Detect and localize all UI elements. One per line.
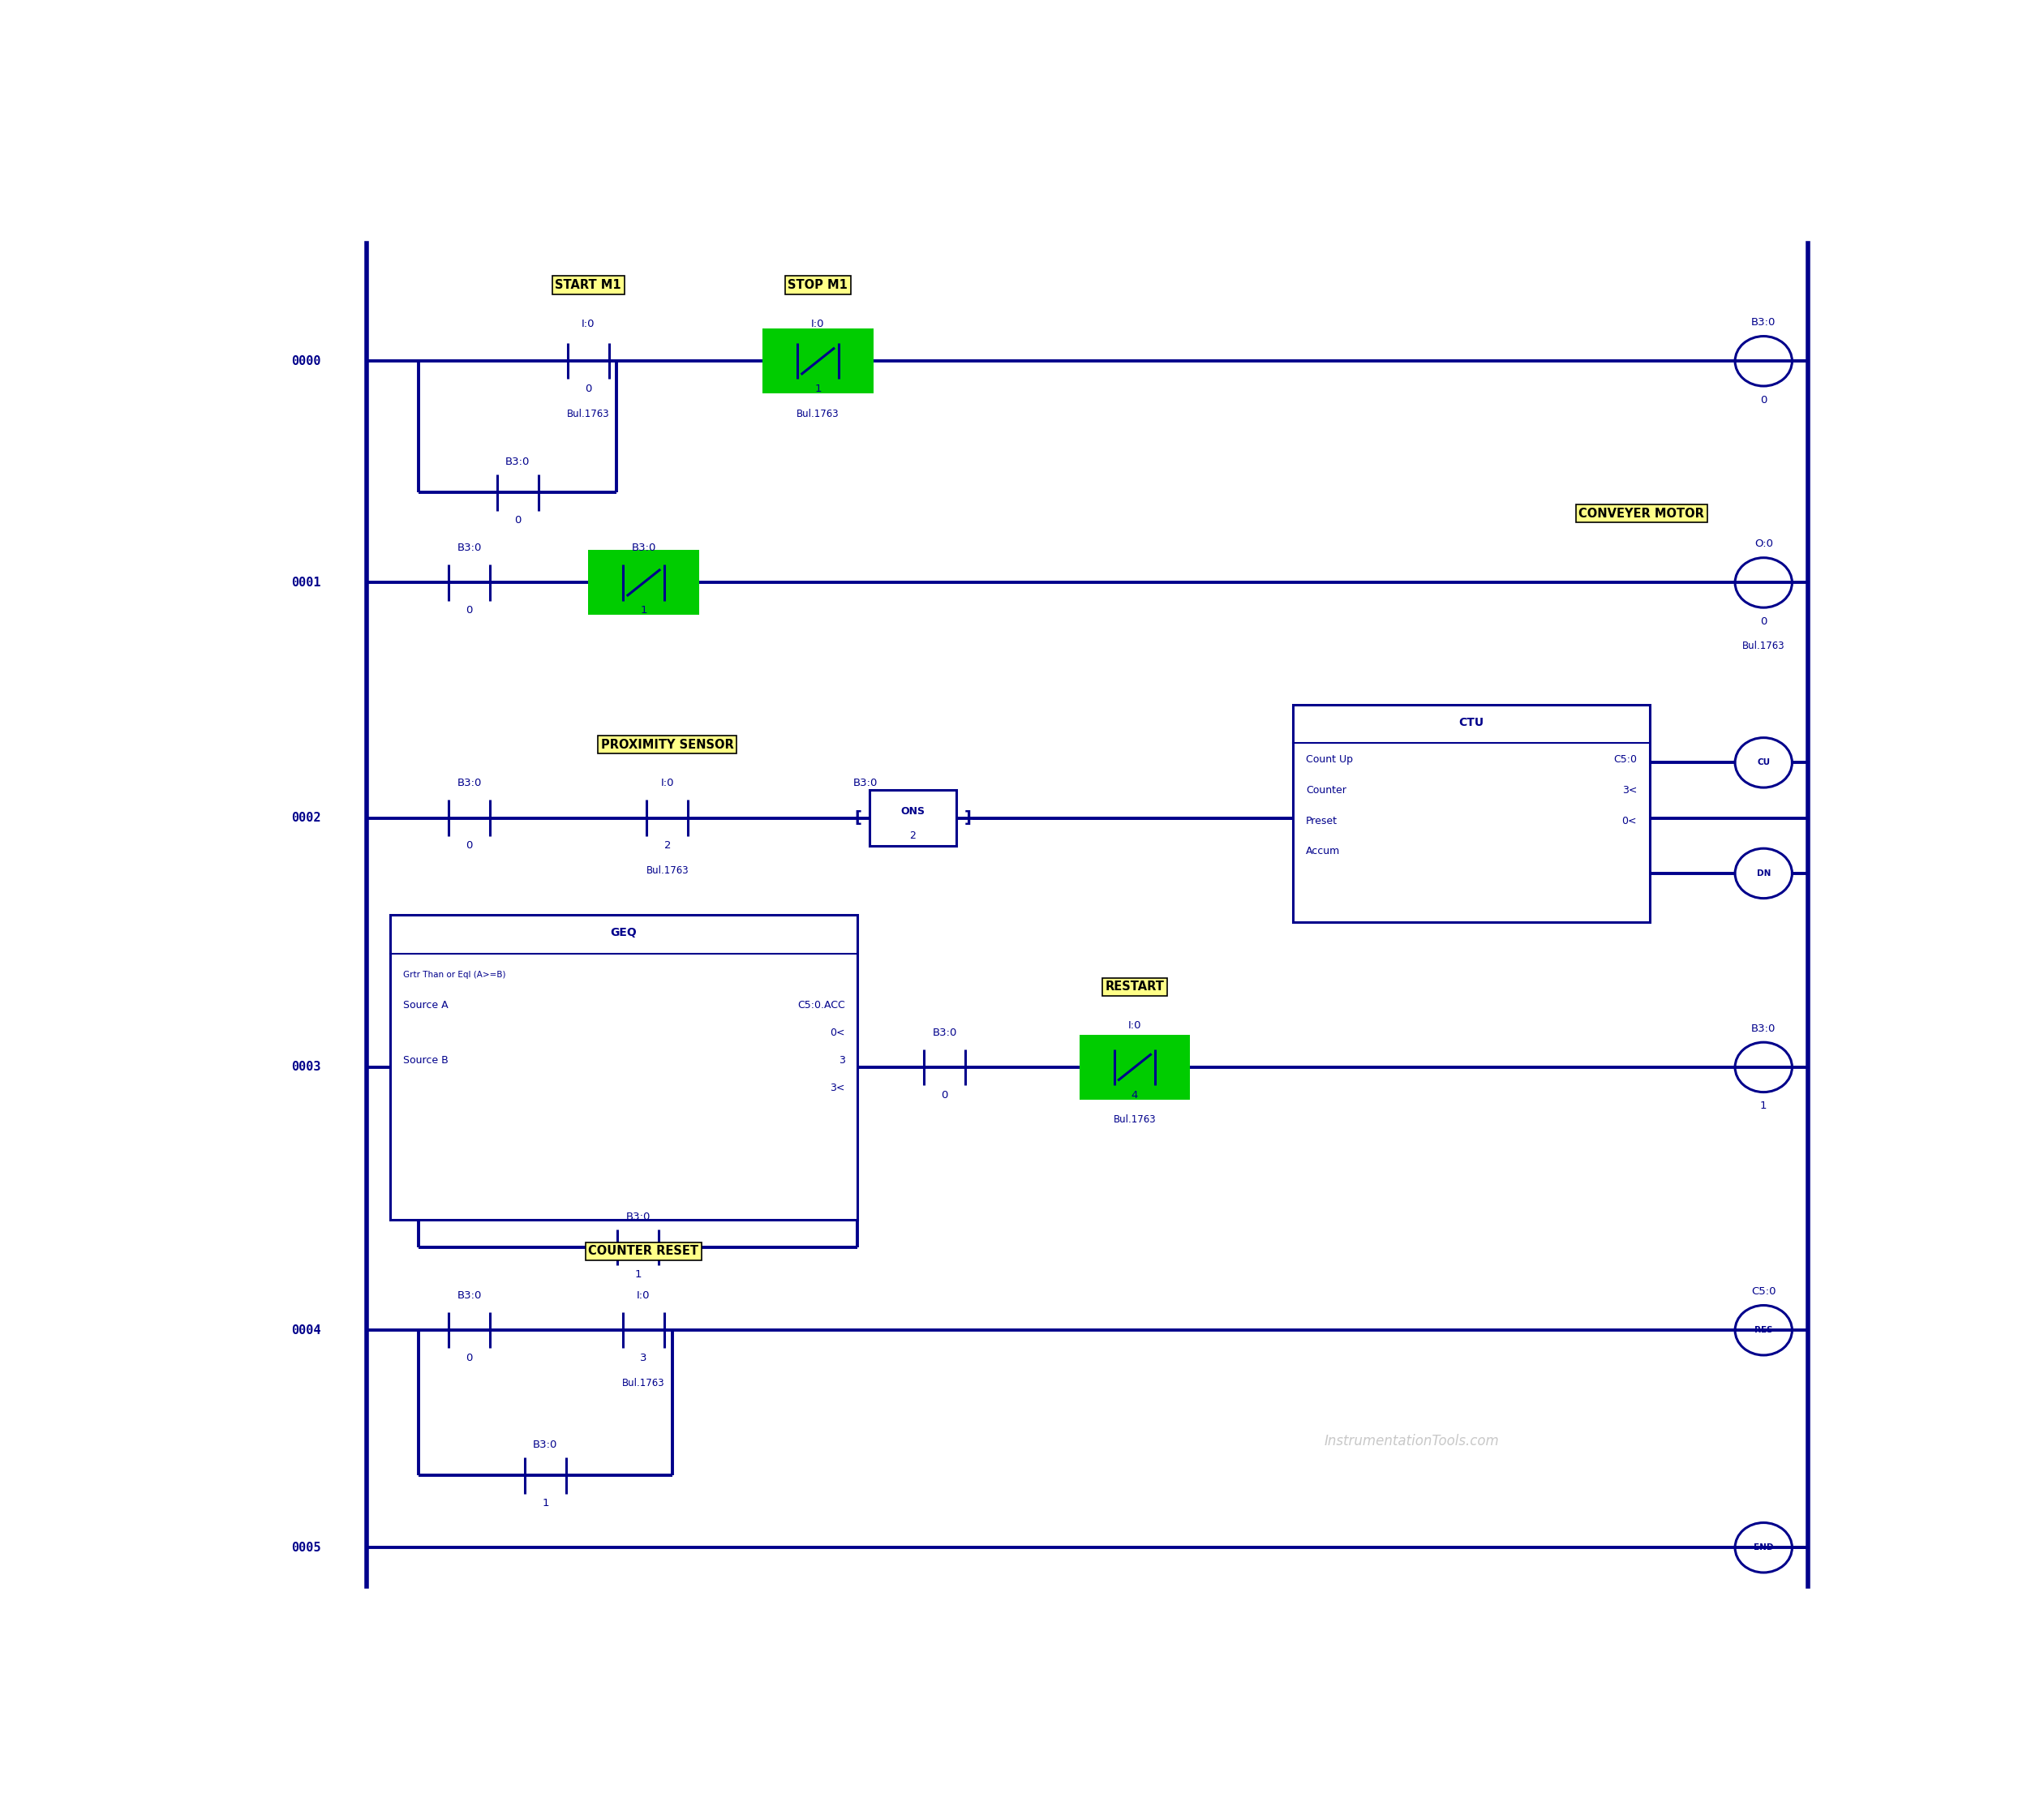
Text: B3:0: B3:0 xyxy=(1752,316,1776,327)
Bar xyxy=(1079,1036,1190,1100)
Text: 0: 0 xyxy=(585,383,591,394)
Text: 0004: 0004 xyxy=(292,1323,321,1336)
Text: C5:0.ACC: C5:0.ACC xyxy=(797,1000,844,1010)
Text: 0: 0 xyxy=(466,840,472,850)
Text: RES: RES xyxy=(1754,1327,1772,1334)
Text: 0: 0 xyxy=(466,1352,472,1363)
Text: B3:0: B3:0 xyxy=(458,543,482,554)
Text: I:0: I:0 xyxy=(660,779,675,789)
Text: DN: DN xyxy=(1756,868,1770,877)
Text: B3:0: B3:0 xyxy=(458,779,482,789)
Text: 0<: 0< xyxy=(1621,816,1637,825)
Text: C5:0: C5:0 xyxy=(1613,755,1637,766)
Text: 0<: 0< xyxy=(830,1027,844,1037)
Text: B3:0: B3:0 xyxy=(632,543,656,554)
Text: 0: 0 xyxy=(940,1090,948,1100)
Text: 1: 1 xyxy=(542,1498,550,1509)
Text: Count Up: Count Up xyxy=(1306,755,1353,766)
Text: GEQ: GEQ xyxy=(611,928,638,939)
Text: ]: ] xyxy=(965,811,971,825)
Text: I:0: I:0 xyxy=(638,1291,650,1302)
Bar xyxy=(869,791,957,845)
Text: PROXIMITY SENSOR: PROXIMITY SENSOR xyxy=(601,739,734,752)
Text: CU: CU xyxy=(1758,759,1770,766)
Text: 4: 4 xyxy=(1130,1090,1139,1100)
Text: 0: 0 xyxy=(515,514,521,525)
Text: Preset: Preset xyxy=(1306,816,1337,825)
Text: 0001: 0001 xyxy=(292,577,321,588)
Text: 3<: 3< xyxy=(1623,786,1637,795)
Text: 0000: 0000 xyxy=(292,354,321,367)
Text: 0: 0 xyxy=(1760,617,1766,628)
Bar xyxy=(589,550,699,615)
Text: [: [ xyxy=(854,811,861,825)
Text: I:0: I:0 xyxy=(811,318,824,329)
Text: C5:0: C5:0 xyxy=(1752,1286,1776,1296)
Bar xyxy=(1294,705,1650,922)
Text: CONVEYER MOTOR: CONVEYER MOTOR xyxy=(1578,507,1705,520)
Text: B3:0: B3:0 xyxy=(505,457,529,467)
Text: B3:0: B3:0 xyxy=(1752,1023,1776,1034)
Text: 1: 1 xyxy=(814,383,822,394)
Text: Bul.1763: Bul.1763 xyxy=(646,865,689,876)
Text: B3:0: B3:0 xyxy=(852,779,877,789)
Text: 1: 1 xyxy=(640,606,648,615)
Text: END: END xyxy=(1754,1543,1774,1552)
Text: 0: 0 xyxy=(466,606,472,615)
Text: Grtr Than or Eql (A>=B): Grtr Than or Eql (A>=B) xyxy=(403,971,505,978)
Text: 3<: 3< xyxy=(830,1082,844,1093)
Text: 0003: 0003 xyxy=(292,1061,321,1073)
Text: Source B: Source B xyxy=(403,1055,448,1066)
Text: Counter: Counter xyxy=(1306,786,1347,795)
Text: COUNTER RESET: COUNTER RESET xyxy=(589,1246,699,1257)
Text: 2: 2 xyxy=(910,831,916,841)
Text: Source A: Source A xyxy=(403,1000,448,1010)
Text: Bul.1763: Bul.1763 xyxy=(1741,642,1784,651)
Text: 1: 1 xyxy=(634,1269,642,1280)
Text: Bul.1763: Bul.1763 xyxy=(797,408,840,419)
Text: 3: 3 xyxy=(838,1055,844,1066)
Text: RESTART: RESTART xyxy=(1106,982,1165,992)
Text: InstrumentationTools.com: InstrumentationTools.com xyxy=(1325,1433,1500,1449)
Text: Accum: Accum xyxy=(1306,845,1341,856)
Text: B3:0: B3:0 xyxy=(533,1440,558,1451)
Text: Bul.1763: Bul.1763 xyxy=(566,408,609,419)
Text: START M1: START M1 xyxy=(556,279,621,291)
Text: 3: 3 xyxy=(640,1352,648,1363)
Text: B3:0: B3:0 xyxy=(625,1212,650,1223)
Text: I:0: I:0 xyxy=(580,318,595,329)
Text: 0005: 0005 xyxy=(292,1541,321,1553)
Bar xyxy=(390,915,856,1219)
Text: STOP M1: STOP M1 xyxy=(787,279,848,291)
Text: CTU: CTU xyxy=(1459,717,1484,728)
Text: Bul.1763: Bul.1763 xyxy=(621,1377,664,1388)
Text: 1: 1 xyxy=(1760,1100,1766,1111)
Text: B3:0: B3:0 xyxy=(458,1291,482,1302)
Text: ONS: ONS xyxy=(901,806,926,816)
Text: 2: 2 xyxy=(664,840,670,850)
Bar xyxy=(762,329,873,394)
Text: 0002: 0002 xyxy=(292,813,321,823)
Text: I:0: I:0 xyxy=(1128,1021,1141,1030)
Text: 0: 0 xyxy=(1760,394,1766,405)
Text: Bul.1763: Bul.1763 xyxy=(1114,1115,1157,1126)
Text: O:0: O:0 xyxy=(1754,539,1772,548)
Text: B3:0: B3:0 xyxy=(932,1027,957,1037)
